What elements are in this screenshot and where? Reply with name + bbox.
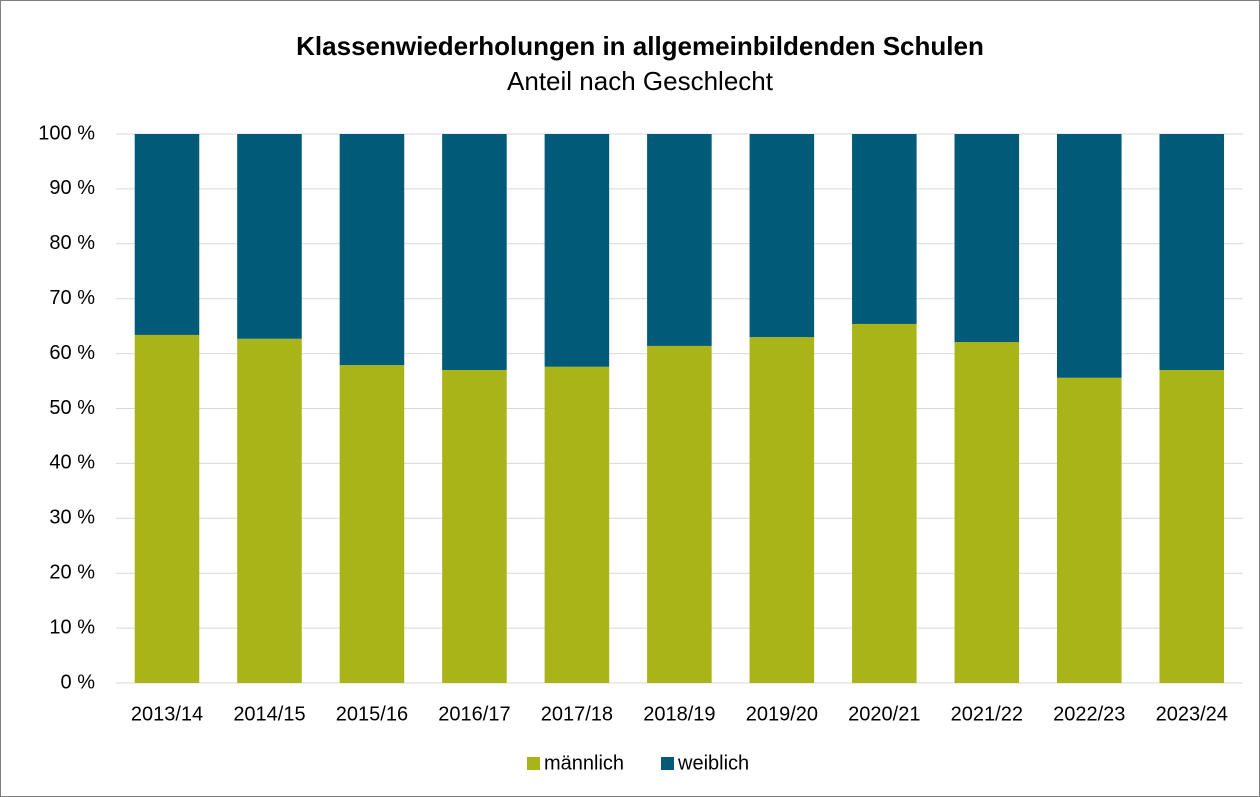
x-tick-label: 2018/19 (643, 703, 715, 725)
bar-segment (749, 134, 815, 338)
bar-segment (852, 134, 917, 324)
y-tick-label: 50 % (49, 397, 95, 419)
y-tick-label: 20 % (49, 561, 95, 583)
chart-subtitle: Anteil nach Geschlecht (507, 66, 774, 96)
bar-segment (954, 342, 1020, 683)
y-tick-label: 70 % (49, 287, 95, 309)
y-tick-label: 60 % (49, 342, 95, 364)
x-tick-label: 2015/16 (336, 703, 408, 725)
y-tick-label: 40 % (49, 452, 95, 474)
x-tick-label: 2021/22 (951, 703, 1023, 725)
bar-segment (954, 134, 1020, 343)
legend-label: männlich (544, 752, 624, 774)
y-tick-label: 100 % (38, 122, 95, 144)
y-tick-label: 80 % (49, 232, 95, 254)
bar-segment (852, 323, 917, 683)
legend-swatch (661, 757, 674, 770)
bar-segment (442, 134, 507, 371)
y-tick-label: 0 % (61, 671, 96, 693)
x-tick-label: 2013/14 (131, 703, 203, 725)
bar-segment (339, 365, 405, 683)
y-tick-label: 30 % (49, 507, 95, 529)
bar-segment (1159, 370, 1225, 683)
x-tick-label: 2014/15 (233, 703, 305, 725)
bar-segment (237, 338, 302, 683)
bar-segment (1057, 377, 1122, 683)
x-tick-label: 2016/17 (438, 703, 510, 725)
legend-label: weiblich (677, 752, 749, 774)
bar-segment (442, 370, 507, 683)
bar-segment (134, 334, 200, 683)
bar-segment (647, 134, 712, 346)
x-tick-label: 2017/18 (541, 703, 613, 725)
legend-swatch (527, 757, 540, 770)
bar-segment (749, 337, 815, 683)
x-tick-label: 2023/24 (1156, 703, 1228, 725)
x-tick-label: 2019/20 (746, 703, 818, 725)
bar-segment (237, 134, 302, 339)
bar-segment (1159, 134, 1225, 371)
bar-segment (134, 134, 200, 335)
bar-segment (339, 134, 405, 366)
bar-segment (544, 366, 610, 683)
bar-segment (544, 134, 610, 367)
y-tick-label: 10 % (49, 616, 95, 638)
bar-segment (1057, 134, 1122, 378)
x-tick-label: 2020/21 (848, 703, 920, 725)
y-tick-label: 90 % (49, 177, 95, 199)
x-tick-label: 2022/23 (1053, 703, 1125, 725)
chart-title: Klassenwiederholungen in allgemeinbilden… (296, 31, 984, 61)
bar-segment (647, 345, 712, 683)
